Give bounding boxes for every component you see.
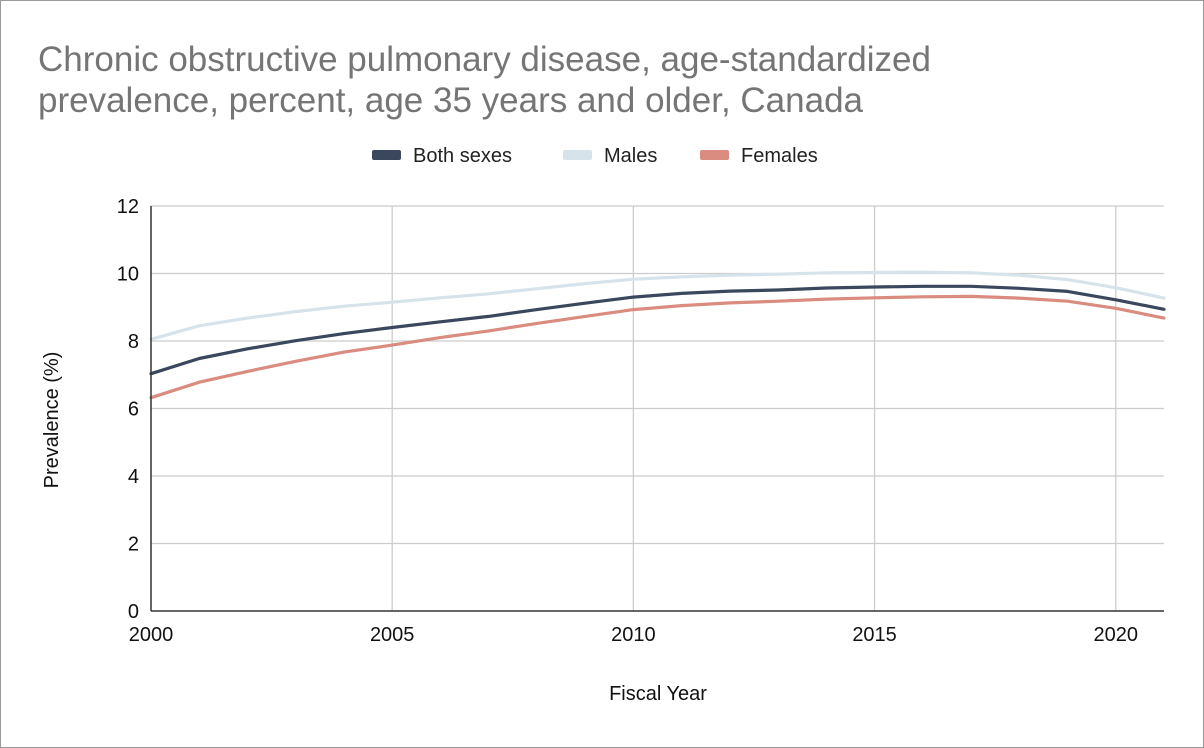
series-line-both-sexes <box>149 284 1166 376</box>
legend: Both sexes Males Females <box>372 145 818 167</box>
series-line-males <box>149 270 1166 341</box>
y-axis-title: Prevalence (%) <box>41 352 63 489</box>
x-tick-label: 2005 <box>370 624 415 646</box>
series-line-females <box>149 294 1166 400</box>
y-tick-label: 12 <box>117 196 139 218</box>
y-tick-label: 0 <box>128 601 139 623</box>
x-tick-label: 2020 <box>1094 624 1139 646</box>
legend-swatch <box>372 150 401 160</box>
plot-lines <box>149 270 1166 400</box>
y-tick-label: 6 <box>128 399 139 421</box>
y-tick-label: 10 <box>117 264 139 286</box>
x-tick-label: 2015 <box>852 624 897 646</box>
chart-title-line-1: Chronic obstructive pulmonary disease, a… <box>38 40 931 79</box>
y-tick-label: 2 <box>128 534 139 556</box>
x-tick-label: 2010 <box>611 624 656 646</box>
legend-swatch <box>563 150 592 160</box>
legend-swatch <box>700 150 729 160</box>
y-tick-label: 8 <box>128 331 139 353</box>
x-axis-title: Fiscal Year <box>609 683 707 705</box>
axes <box>150 206 1164 612</box>
legend-label: Both sexes <box>413 145 512 167</box>
x-tick-label: 2000 <box>129 624 174 646</box>
y-tick-label: 4 <box>128 466 139 488</box>
legend-label: Males <box>604 145 657 167</box>
legend-label: Females <box>741 145 818 167</box>
chart-title-line-2: prevalence, percent, age 35 years and ol… <box>38 81 864 120</box>
tick-labels: 0 2 4 6 8 10 12 2000 2005 2010 2015 2020 <box>117 196 1138 646</box>
gridlines <box>151 205 1164 611</box>
